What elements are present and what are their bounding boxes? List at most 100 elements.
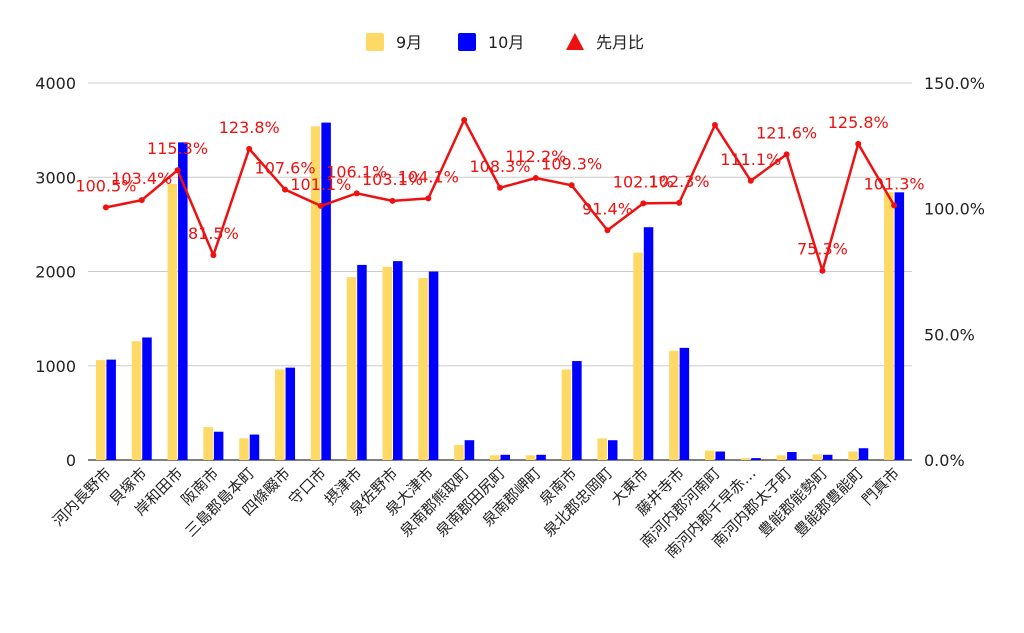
ratio-data-label: 103.4% xyxy=(111,169,172,188)
ratio-data-label: 108.3% xyxy=(469,157,530,176)
bar-10月 xyxy=(357,264,367,460)
legend-label-先月比: 先月比 xyxy=(596,33,644,52)
bar-10月 xyxy=(572,361,582,460)
ratio-point xyxy=(819,267,826,274)
ratio-point xyxy=(640,200,647,207)
bar-10月 xyxy=(321,122,331,461)
ratio-point xyxy=(174,167,181,174)
ratio-data-label: 125.8% xyxy=(828,113,889,132)
bar-10月 xyxy=(536,454,546,460)
x-category-label: 門真市 xyxy=(858,464,903,509)
bar-10月 xyxy=(178,142,188,460)
bar-10月 xyxy=(607,440,618,460)
y-left-tick-label: 4000 xyxy=(35,74,76,93)
ratio-data-label: 103.1% xyxy=(362,170,423,189)
ratio-data-label: 115.3% xyxy=(147,139,208,158)
ratio-point xyxy=(711,121,718,128)
bar-10月 xyxy=(393,261,403,460)
bar-10月 xyxy=(679,347,690,460)
bar-9月 xyxy=(310,126,321,460)
bar-9月 xyxy=(597,438,607,460)
bar-9月 xyxy=(239,438,249,460)
ratio-point xyxy=(138,197,145,204)
legend: 9月 10月 先月比 xyxy=(366,33,644,52)
y-left-tick-label: 0 xyxy=(66,451,76,470)
bar-9月 xyxy=(884,192,894,460)
ratio-point xyxy=(783,151,790,158)
ratio-point xyxy=(532,175,539,182)
ratio-point xyxy=(353,190,360,197)
bar-10月 xyxy=(249,434,260,460)
bar-9月 xyxy=(776,455,787,460)
bar-9月 xyxy=(95,360,106,460)
bars xyxy=(95,122,905,461)
ratio-data-label: 102.3% xyxy=(649,172,710,191)
ratio-point xyxy=(246,145,253,152)
y-right-tick-label: 0.0% xyxy=(924,451,965,470)
ratio-point xyxy=(855,140,862,147)
bar-9月 xyxy=(203,427,213,460)
ratio-point xyxy=(891,202,898,209)
ratio-point xyxy=(747,177,754,184)
ratio-point xyxy=(568,182,575,189)
ratio-data-label: 101.1% xyxy=(290,175,351,194)
ratio-data-label: 107.6% xyxy=(255,159,316,178)
bar-10月 xyxy=(285,367,296,460)
bar-9月 xyxy=(740,458,751,460)
bar-9月 xyxy=(848,451,858,460)
bar-10月 xyxy=(894,192,905,460)
bar-10月 xyxy=(464,440,475,460)
bar-9月 xyxy=(418,278,428,460)
ratio-data-label: 111.1% xyxy=(720,150,781,169)
bar-9月 xyxy=(490,455,500,460)
bar-9月 xyxy=(669,350,679,460)
y-right-tick-label: 50.0% xyxy=(924,325,975,344)
ratio-data-label: 109.3% xyxy=(541,154,602,173)
legend-swatch-9月 xyxy=(366,33,384,51)
ratio-point xyxy=(317,202,324,209)
ratio-data-label: 112.2% xyxy=(505,147,566,166)
ratio-point xyxy=(425,195,432,202)
bar-9月 xyxy=(525,455,536,460)
ratio-point xyxy=(282,186,289,193)
ratio-point xyxy=(676,199,683,206)
ratio-data-label: 102.1% xyxy=(613,172,674,191)
ratio-line-path xyxy=(105,118,896,272)
x-category-label: 河内長野市 xyxy=(49,464,115,530)
ratio-data-label: 75.3% xyxy=(797,240,848,259)
ratio-point xyxy=(210,252,217,259)
bar-10月 xyxy=(751,458,761,460)
bar-9月 xyxy=(167,183,178,460)
bar-9月 xyxy=(561,369,572,460)
ratio-data-label: 106.1% xyxy=(326,162,387,181)
bar-10月 xyxy=(213,431,224,460)
bar-10月 xyxy=(428,271,439,460)
x-category-label: 守口市 xyxy=(285,464,330,509)
ratio-point xyxy=(461,116,468,123)
ratio-data-label: 123.8% xyxy=(219,118,280,137)
legend-swatch-先月比 xyxy=(566,33,584,50)
bar-10月 xyxy=(787,451,797,460)
bar-9月 xyxy=(275,369,285,460)
ratio-data-label: 91.4% xyxy=(582,199,633,218)
y-left-tick-label: 1000 xyxy=(35,357,76,376)
ratio-data-label: 121.6% xyxy=(756,123,817,142)
bar-10月 xyxy=(106,359,116,460)
bar-9月 xyxy=(454,444,464,460)
ratio-data-label: 101.3% xyxy=(864,174,925,193)
bar-10月 xyxy=(500,454,510,460)
bar-9月 xyxy=(131,341,142,460)
bar-10月 xyxy=(715,451,725,460)
ratio-point xyxy=(604,227,611,234)
ratio-line: 100.5%103.4% 115.3% 81.5% 123.8% 107.6%101.1… xyxy=(75,113,925,274)
bar-10月 xyxy=(643,227,654,460)
ratio-point xyxy=(102,204,109,211)
bar-9月 xyxy=(812,454,822,460)
ratio-point xyxy=(497,184,503,191)
ratio-data-label: 104.1% xyxy=(398,167,459,186)
bar-9月 xyxy=(346,277,357,460)
y-left-tick-label: 3000 xyxy=(35,168,76,187)
bar-9月 xyxy=(704,450,715,460)
bar-9月 xyxy=(382,266,393,460)
